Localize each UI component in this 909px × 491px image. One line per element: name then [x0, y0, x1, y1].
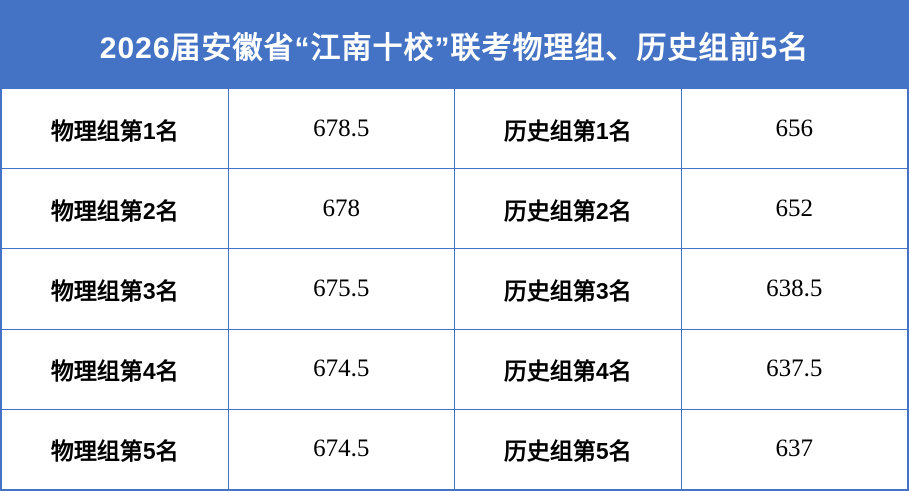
table-row: 物理组第4名 674.5 历史组第4名 637.5	[2, 329, 907, 410]
physics-score-cell: 678	[229, 169, 455, 249]
physics-score-cell: 674.5	[229, 409, 455, 490]
table-title-bar: 2026届安徽省“江南十校”联考物理组、历史组前5名	[0, 0, 909, 89]
history-rank-cell: 历史组第4名	[455, 329, 682, 409]
table-row: 物理组第5名 674.5 历史组第5名 637	[2, 409, 907, 490]
physics-rank-cell: 物理组第1名	[2, 89, 229, 169]
history-score-cell: 638.5	[766, 275, 823, 302]
table-row: 物理组第3名 675.5 历史组第3名 638.5	[2, 249, 907, 330]
physics-rank-cell: 物理组第4名	[2, 329, 229, 409]
history-rank-cell: 历史组第1名	[455, 89, 682, 169]
physics-score-cell: 674.5	[229, 329, 455, 409]
physics-rank-cell: 物理组第3名	[2, 249, 229, 329]
physics-score-cell: 675.5	[229, 249, 455, 329]
history-score-cell: 637.5	[766, 355, 823, 383]
physics-score-cell: 678.5	[229, 89, 455, 169]
physics-rank-cell: 物理组第2名	[2, 169, 229, 249]
history-score-cell: 637	[775, 435, 814, 463]
table-title: 2026届安徽省“江南十校”联考物理组、历史组前5名	[99, 31, 810, 65]
table-row: 物理组第1名 678.5 历史组第1名 656	[2, 89, 907, 170]
table-row: 物理组第2名 678 历史组第2名 652	[2, 169, 907, 250]
score-table: 物理组第1名 678.5 历史组第1名 656 物理组第2名 678 历史组第2…	[0, 89, 909, 491]
history-rank-cell: 历史组第5名	[455, 409, 682, 490]
history-score-cell: 652	[775, 194, 814, 222]
history-rank-cell: 历史组第2名	[455, 169, 682, 249]
physics-rank-cell: 物理组第5名	[2, 409, 229, 490]
history-score-cell: 656	[775, 114, 814, 142]
history-rank-cell: 历史组第3名	[455, 249, 682, 329]
